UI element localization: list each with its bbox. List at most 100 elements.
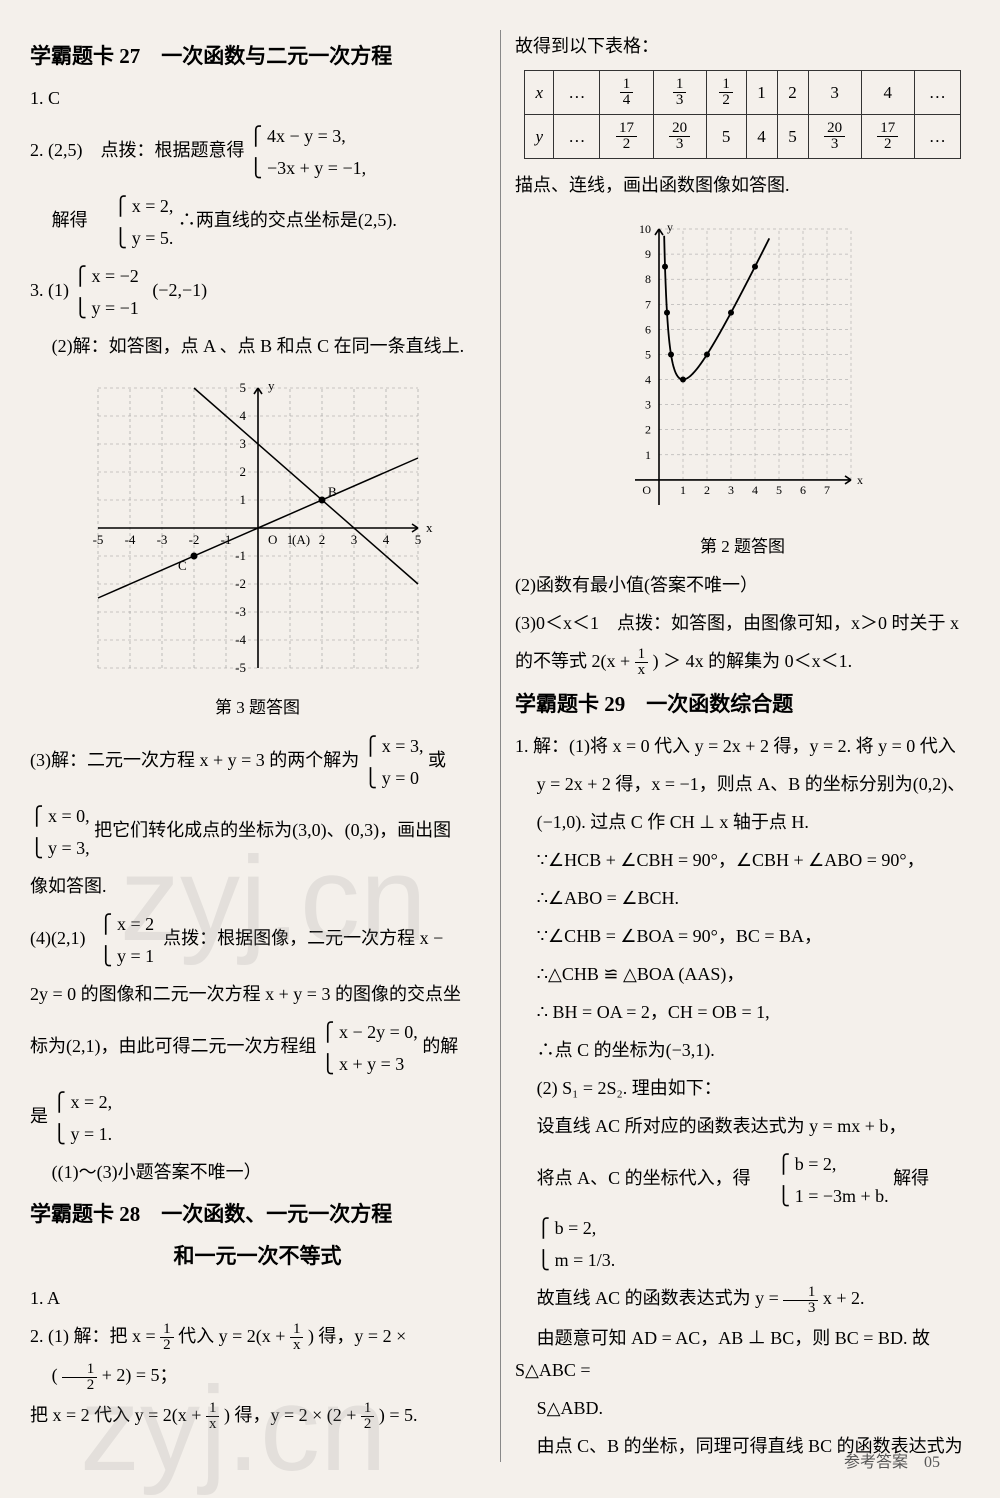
s3: (−1,0). 过点 C 作 CH ⊥ x 轴于点 H. [515, 806, 970, 838]
eq-line: ⎩ y = 1 [99, 940, 154, 972]
eq-line: ⎩ y = −1 [74, 292, 139, 324]
svg-text:8: 8 [645, 272, 651, 286]
text: 代入 y = 2(x + [178, 1326, 290, 1346]
r3: 描点、连线，画出函数图像如答图. [515, 169, 970, 201]
eq-line: ⎩ 1 = −3m + b. [755, 1180, 889, 1212]
heading-28b: 和一元一次不等式 [30, 1240, 485, 1270]
q27-3-1: 3. (1) ⎧ x = −2 ⎩ y = −1 (−2,−1) [30, 260, 485, 324]
text: ) = 5. [379, 1405, 418, 1425]
q27-2: 2. (2,5) 点拨：根据题意得 ⎧ 4x − y = 3, ⎩ −3x + … [30, 120, 485, 254]
text: 或 [428, 750, 446, 770]
xy-table: x…1413121234…y…172203545203172… [524, 70, 961, 159]
frac-1-x: 1x [290, 1322, 304, 1353]
svg-text:4: 4 [752, 483, 758, 497]
svg-text:y: y [268, 378, 275, 393]
text: x + 2. [823, 1288, 865, 1308]
sys: ⎧ x − 2y = 0, ⎩ x + y = 3 [321, 1016, 418, 1080]
eq-line: ⎧ x − 2y = 0, [321, 1016, 418, 1048]
eq-line: ⎧ x = 2 [99, 908, 154, 940]
text: 解得 [893, 1169, 929, 1189]
heading-27: 学霸题卡 27 一次函数与二元一次方程 [30, 40, 485, 70]
sol: ⎧ x = 3, ⎩ y = 0 [364, 730, 424, 794]
eq-line: ⎧ b = 2, [515, 1212, 615, 1244]
frac-1-x: 1x [635, 647, 649, 678]
svg-text:-4: -4 [235, 632, 246, 647]
eq-line: ⎧ x = 2, [53, 1086, 113, 1118]
svg-text:3: 3 [239, 436, 246, 451]
svg-text:2: 2 [239, 464, 246, 479]
page-footer: 参考答案 05 [844, 1448, 940, 1472]
page: zyj.cn zyj.cn 学霸题卡 27 一次函数与二元一次方程 1. C 2… [0, 0, 1000, 1482]
frac-1-3: 13 [783, 1285, 818, 1316]
text: (−2,−1) [152, 280, 207, 300]
q27-3-2: (2)解：如答图，点 A 、点 B 和点 C 在同一条直线上. [30, 330, 485, 362]
text: 是 [30, 1106, 48, 1126]
graph-3: xy-5-4-3-2-112345-5-4-3-2-112345O(A)BC 第… [30, 368, 485, 724]
svg-text:2: 2 [704, 483, 710, 497]
sys: ⎧ b = 2, ⎩ 1 = −3m + b. [755, 1148, 889, 1212]
svg-text:6: 6 [800, 483, 806, 497]
svg-text:4: 4 [382, 532, 389, 547]
eq-line: ⎩ y = 5. [92, 222, 173, 254]
eq-line: ⎧ b = 2, [755, 1148, 889, 1180]
sol: ⎧ b = 2, ⎩ m = 1/3. [515, 1212, 615, 1276]
graph-3-caption: 第 3 题答图 [30, 692, 485, 724]
svg-text:2: 2 [318, 532, 325, 547]
text: (3)解：二元一次方程 x + y = 3 的两个解为 [30, 750, 359, 770]
text: 2. (1) 解：把 x = [30, 1326, 160, 1346]
q27-1: 1. C [30, 82, 485, 114]
text: 把 x = 2 代入 y = 2(x + [30, 1405, 206, 1425]
svg-text:O: O [268, 532, 277, 547]
text: 点拨：根据图像，二元一次方程 x − [163, 928, 443, 948]
svg-text:10: 10 [639, 222, 651, 236]
svg-text:4: 4 [239, 408, 246, 423]
svg-text:-5: -5 [92, 532, 103, 547]
svg-text:O: O [642, 483, 651, 497]
svg-text:7: 7 [824, 483, 830, 497]
s4: ∵∠HCB + ∠CBH = 90°，∠CBH + ∠ABO = 90°， [515, 844, 970, 876]
text: 把它们转化成点的坐标为(3,0)、(0,3)，画出图 [94, 820, 451, 840]
svg-text:B: B [328, 484, 337, 499]
eq-line: ⎧ 4x − y = 3, [249, 120, 366, 152]
eq-line: ⎩ y = 3, [30, 832, 90, 864]
eq-line: ⎧ x = 2, [92, 190, 173, 222]
s15: S△ABD. [515, 1392, 970, 1424]
svg-text:3: 3 [645, 398, 651, 412]
svg-text:5: 5 [776, 483, 782, 497]
svg-text:x: x [857, 473, 863, 487]
q28-2: 2. (1) 解：把 x = 12 代入 y = 2(x + 1x ) 得，y … [30, 1320, 485, 1393]
svg-text:5: 5 [645, 347, 651, 361]
sol: ⎧ x = 2, ⎩ y = 1. [53, 1086, 113, 1150]
text: 2y = 0 的图像和二元一次方程 x + y = 3 的图像的交点坐 [30, 978, 485, 1010]
s11: 设直线 AC 所对应的函数表达式为 y = mx + b， [515, 1110, 970, 1142]
q27-2-text: 2. (2,5) 点拨：根据题意得 [30, 140, 245, 160]
frac-1-2: 12 [361, 1401, 375, 1432]
text: ) 得，y = 2 × [308, 1326, 406, 1346]
svg-text:-3: -3 [156, 532, 167, 547]
s1: 1. 解：(1)将 x = 0 代入 y = 2x + 2 得，y = 2. 将… [515, 730, 970, 762]
text: 的解 [422, 1036, 458, 1056]
q27-2-sol: ⎧ x = 2, ⎩ y = 5. [92, 190, 173, 254]
svg-text:-2: -2 [235, 576, 246, 591]
svg-text:9: 9 [645, 247, 651, 261]
graph-2: xy123456712345678910O 第 2 题答图 [515, 207, 970, 563]
text: ∴两直线的交点坐标是(2,5). [178, 210, 397, 230]
text: ) 得，y = 2 × (2 + [224, 1405, 361, 1425]
s9: ∴点 C 的坐标为(−3,1). [515, 1034, 970, 1066]
sol: ⎧ x = 2 ⎩ y = 1 [99, 908, 154, 972]
svg-text:1: 1 [239, 492, 246, 507]
svg-text:1: 1 [680, 483, 686, 497]
text: + 2) = 5； [102, 1365, 178, 1385]
svg-text:-3: -3 [235, 604, 246, 619]
s13: 故直线 AC 的函数表达式为 y = 13 x + 2. [515, 1282, 970, 1315]
text: 故直线 AC 的函数表达式为 y = [537, 1288, 784, 1308]
r5a: (3)0＜x＜1 点拨：如答图，由图像可知，x＞0 时关于 x [515, 607, 970, 639]
svg-text:5: 5 [239, 380, 246, 395]
note: ((1)～(3)小题答案不唯一） [30, 1156, 485, 1188]
svg-text:6: 6 [645, 322, 651, 336]
s12: 将点 A、C 的坐标代入，得 ⎧ b = 2, ⎩ 1 = −3m + b. 解… [515, 1148, 970, 1276]
svg-text:y: y [667, 220, 673, 234]
eq-line: ⎧ x = 3, [364, 730, 424, 762]
heading-29: 学霸题卡 29 一次函数综合题 [515, 688, 970, 718]
svg-text:3: 3 [350, 532, 357, 547]
